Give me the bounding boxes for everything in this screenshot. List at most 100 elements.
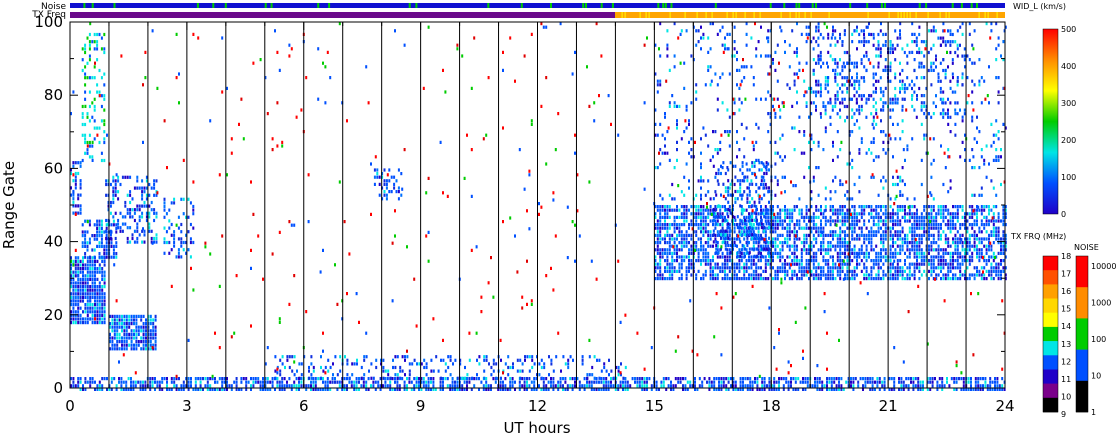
heatmap-cell <box>724 229 727 233</box>
heatmap-cell <box>94 292 96 296</box>
heatmap-cell <box>889 68 892 73</box>
heatmap-cell <box>997 219 1000 223</box>
heatmap-cell <box>155 179 158 183</box>
heatmap-cell <box>856 119 858 123</box>
heatmap-cell <box>702 32 705 36</box>
heatmap-cell <box>764 215 767 219</box>
heatmap-cell <box>729 182 732 186</box>
heatmap-cell <box>844 119 846 123</box>
heatmap-cell <box>949 223 952 227</box>
heatmap-cell <box>894 233 897 237</box>
heatmap-cell <box>868 237 870 241</box>
heatmap-cell <box>853 277 856 281</box>
heatmap-cell <box>743 251 746 255</box>
heatmap-cell <box>959 108 961 112</box>
heatmap-cell <box>721 205 724 209</box>
heatmap-cell <box>542 387 545 391</box>
heatmap-cell <box>673 197 676 201</box>
heatmap-cell <box>130 384 132 388</box>
heatmap-cell <box>707 144 710 148</box>
heatmap-cell <box>612 384 615 388</box>
heatmap-cell <box>896 122 899 126</box>
heatmap-cell <box>762 212 765 216</box>
heatmap-cell <box>103 277 106 281</box>
heatmap-cell <box>973 241 976 245</box>
heatmap-cell <box>911 241 914 245</box>
heatmap-cell <box>114 179 117 183</box>
heatmap-cell <box>815 205 818 209</box>
heatmap-cell <box>676 158 678 162</box>
heatmap-cell <box>150 208 153 212</box>
heatmap-cell <box>125 384 128 388</box>
heatmap-cell <box>736 58 738 62</box>
heatmap-cell <box>810 241 813 245</box>
heatmap-cell <box>726 32 729 36</box>
heatmap-cell <box>882 219 885 223</box>
heatmap-cell <box>872 119 875 123</box>
heatmap-cell <box>865 115 868 119</box>
heatmap-cell <box>103 230 106 234</box>
heatmap-cell <box>733 262 736 266</box>
heatmap-cell <box>751 182 754 186</box>
heatmap-cell <box>741 207 744 212</box>
heatmap-cell <box>716 108 719 112</box>
heatmap-cell <box>956 112 959 116</box>
heatmap-cell <box>700 259 702 263</box>
heatmap-cell <box>911 237 914 241</box>
heatmap-cell <box>727 207 730 212</box>
heatmap-cell <box>695 90 698 94</box>
heatmap-cell <box>383 193 386 197</box>
heatmap-cell <box>70 310 72 314</box>
heatmap-cell <box>79 288 82 292</box>
heatmap-cell <box>831 58 834 62</box>
heatmap-cell <box>123 314 126 318</box>
heatmap-cell <box>923 259 926 263</box>
heatmap-cell <box>820 248 822 252</box>
heatmap-cell <box>715 243 718 248</box>
heatmap-cell <box>100 119 103 123</box>
heatmap-cell <box>712 215 715 219</box>
heatmap-cell <box>889 50 892 55</box>
heatmap-cell <box>870 244 873 248</box>
heatmap-cell <box>781 208 784 212</box>
heatmap-cell <box>697 212 700 216</box>
heatmap-cell <box>121 322 123 326</box>
heatmap-cell <box>820 269 822 273</box>
heatmap-cell <box>875 251 878 255</box>
heatmap-cell <box>84 317 87 321</box>
heatmap-cell <box>715 240 718 244</box>
heatmap-cell <box>123 336 126 340</box>
heatmap-cell <box>385 186 388 190</box>
heatmap-cell <box>844 237 846 241</box>
heatmap-cell <box>911 22 914 26</box>
heatmap-cell <box>769 29 772 33</box>
heatmap-cell <box>764 233 767 237</box>
heatmap-cell <box>793 259 796 263</box>
heatmap-cell <box>880 119 882 123</box>
heatmap-cell <box>758 200 761 204</box>
heatmap-cell <box>607 384 610 388</box>
heatmap-cell <box>834 79 837 83</box>
heatmap-cell <box>767 241 770 245</box>
heatmap-cell <box>932 29 935 33</box>
heatmap-cell <box>86 288 89 292</box>
heatmap-cell <box>949 262 952 266</box>
heatmap-cell <box>803 266 806 270</box>
heatmap-cell <box>906 255 909 259</box>
heatmap-cell <box>822 212 825 216</box>
heatmap-cell <box>930 215 933 219</box>
heatmap-cell <box>654 72 657 76</box>
heatmap-cell <box>990 255 993 259</box>
heatmap-cell <box>822 259 825 263</box>
heatmap-cell <box>973 219 976 223</box>
heatmap-cell <box>757 273 760 277</box>
heatmap-cell <box>115 226 118 230</box>
heatmap-cell <box>846 233 849 237</box>
heatmap-cell <box>695 83 698 87</box>
heatmap-cell <box>726 108 729 112</box>
heatmap-cell <box>94 387 96 391</box>
heatmap-cell <box>91 270 94 274</box>
heatmap-cell <box>872 43 875 47</box>
heatmap-cell <box>664 208 666 212</box>
heatmap-cell <box>341 387 344 391</box>
